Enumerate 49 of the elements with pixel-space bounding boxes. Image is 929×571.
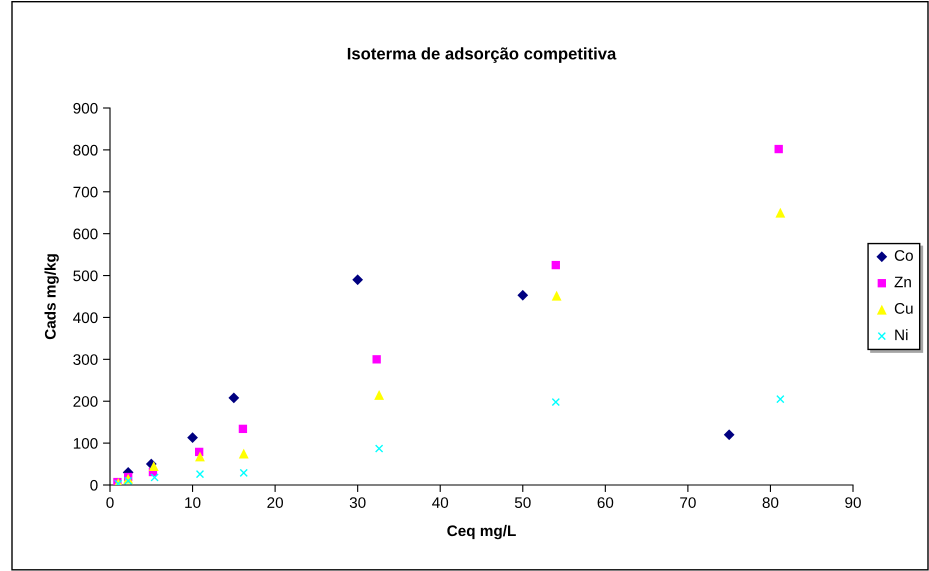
point [552, 260, 560, 270]
x-tick-label: 90 [845, 497, 861, 508]
x-tick-label: 30 [350, 497, 366, 508]
point [228, 392, 240, 404]
y-tick-label: 600 [73, 228, 98, 240]
y-tick-label: 800 [73, 144, 98, 156]
x-tick-label: 60 [598, 497, 614, 508]
y-tick-label: 0 [90, 480, 98, 491]
y-tick-label: 500 [73, 270, 98, 282]
point [374, 390, 384, 400]
point [196, 470, 204, 478]
y-tick-label: 900 [73, 102, 98, 114]
point [148, 461, 159, 472]
point [187, 432, 198, 444]
legend-label: Cu [894, 303, 913, 314]
point [374, 444, 384, 453]
point [195, 452, 205, 462]
x-tick-label: 20 [267, 497, 284, 508]
point [552, 398, 560, 406]
y-tick-label: 200 [73, 396, 98, 407]
legend-label: Zn [894, 276, 911, 288]
legend-label: Co [894, 250, 913, 261]
point [238, 448, 249, 458]
x-tick-label: 50 [514, 497, 531, 508]
point [774, 144, 783, 154]
point [352, 274, 364, 286]
x-tick-label: 80 [762, 497, 778, 508]
point [775, 208, 786, 218]
y-tick-label: 400 [73, 312, 98, 324]
x-tick-label: 0 [106, 497, 114, 508]
y-tick-label: 300 [73, 354, 98, 366]
point [552, 290, 562, 301]
chart-title: Isoterma de adsorção competitiva [348, 47, 616, 63]
point [124, 476, 132, 485]
point [776, 394, 785, 404]
y-tick-label: 700 [73, 186, 98, 198]
y-tick-label: 100 [74, 438, 98, 449]
x-tick-label: 10 [185, 497, 200, 508]
point [517, 290, 528, 301]
point [372, 355, 381, 364]
point [150, 473, 159, 482]
x-tick-label: 40 [432, 497, 448, 508]
point [238, 424, 248, 434]
x-tick-label: 70 [680, 497, 696, 508]
point [240, 468, 248, 478]
y-axis-title: Cads mg/kg [44, 254, 59, 340]
point [724, 429, 735, 440]
legend-label: Ni [895, 329, 908, 340]
x-axis-title: Ceq mg/L [447, 524, 516, 540]
